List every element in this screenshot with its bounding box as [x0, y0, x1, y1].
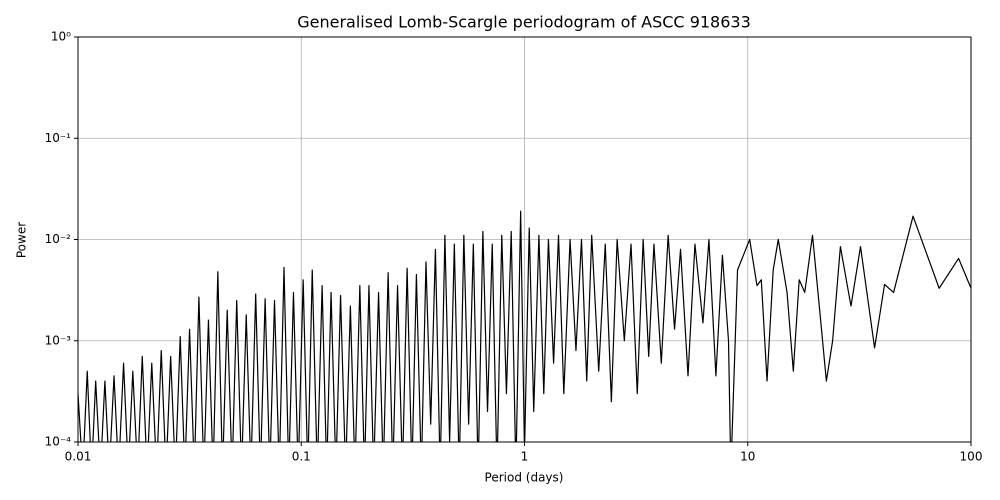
chart-title: Generalised Lomb-Scargle periodogram of … — [297, 13, 751, 32]
x-tick-label: 0.1 — [292, 450, 311, 464]
y-tick-label: 10⁻² — [45, 232, 72, 246]
ticks: 0.01 0.1 1 10 100 10⁻⁴ 10⁻³ 10⁻² 10⁻¹ 10⁰ — [45, 30, 983, 464]
y-tick-label: 10⁰ — [51, 30, 71, 44]
y-tick-label: 10⁻⁴ — [45, 435, 72, 449]
periodogram-line — [78, 210, 971, 442]
plot-area — [78, 210, 971, 442]
y-axis-label: Power — [15, 222, 29, 258]
y-tick-label: 10⁻¹ — [45, 131, 72, 145]
x-tick-label: 100 — [960, 450, 983, 464]
x-tick-label: 10 — [740, 450, 755, 464]
x-axis-label: Period (days) — [485, 471, 564, 485]
x-tick-label: 1 — [521, 450, 529, 464]
y-tick-label: 10⁻³ — [45, 333, 72, 347]
x-tick-label: 0.01 — [65, 450, 92, 464]
